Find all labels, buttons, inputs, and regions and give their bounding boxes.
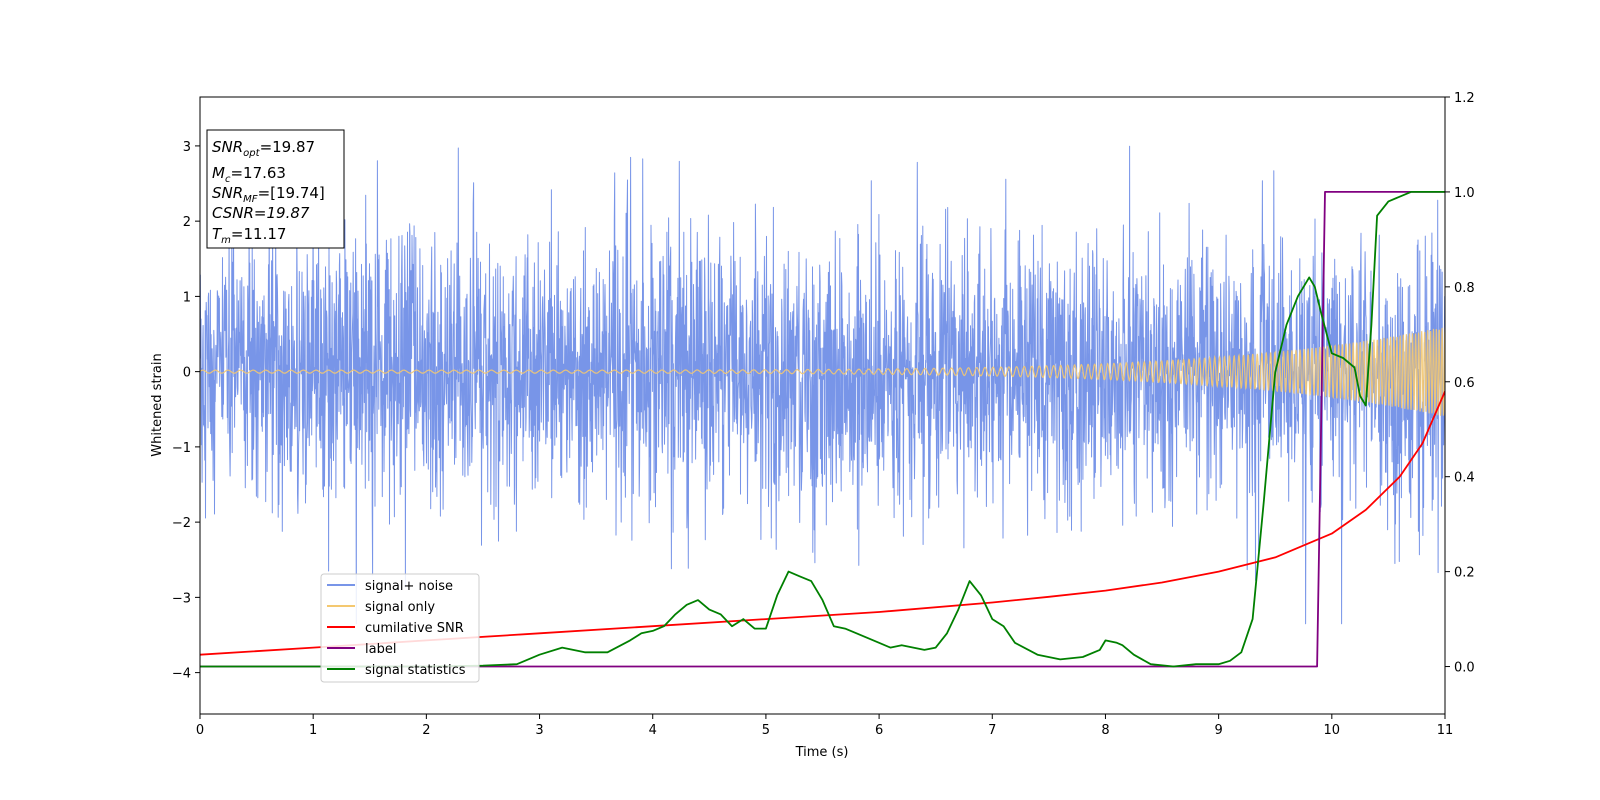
plot-frame [199,96,1446,715]
x-tick-label: 1 [309,723,317,738]
legend-label-csnr: cumilative SNR [365,621,464,636]
annotation-snr-opt: SNRopt=19.87 [212,138,315,159]
x-tick-label: 8 [1101,723,1109,738]
y-left-tick-label: −4 [172,667,191,682]
annotation-box: SNRopt=19.87 Mc=17.63 SNRMF=[19.74] CSNR… [206,129,345,249]
y-axis-left: −4 −3 −2 −1 0 1 2 3 [172,140,200,682]
y-axis-right: 0.0 0.2 0.4 0.6 0.8 1.0 1.2 [1445,91,1475,676]
y-left-tick-label: −2 [172,516,191,531]
x-tick-label: 0 [196,723,204,738]
y-right-tick-label: 0.2 [1454,566,1475,581]
legend-label-label: label [365,642,396,657]
series-signal-noise [200,145,1445,625]
y-left-tick-label: 2 [183,215,191,230]
y-right-tick-label: 0.8 [1454,281,1475,296]
y-left-tick-label: 1 [183,290,191,305]
y-left-tick-label: 3 [183,140,191,155]
legend-label-stats: signal statistics [365,663,466,678]
x-tick-label: 2 [422,723,430,738]
x-tick-label: 6 [875,723,883,738]
y-right-tick-label: 0.6 [1454,376,1475,391]
x-tick-label: 3 [535,723,543,738]
series-label [200,190,1445,668]
x-tick-label: 7 [988,723,996,738]
series-signal-statistics [200,190,1445,668]
y-right-tick-label: 1.2 [1454,91,1475,106]
x-tick-label: 9 [1214,723,1222,738]
x-tick-label: 4 [649,723,657,738]
annotation-mc: Mc=17.63 [212,164,286,185]
series-signal-only [200,326,1445,416]
x-tick-label: 11 [1437,723,1454,738]
y-left-tick-label: −1 [172,441,191,456]
y-left-tick-label: 0 [183,366,191,381]
x-axis-label: Time (s) [795,745,849,760]
x-tick-label: 5 [762,723,770,738]
y-right-tick-label: 0.0 [1454,661,1475,676]
x-tick-label: 10 [1324,723,1341,738]
series-cumulative-snr [200,390,1445,656]
y-right-tick-label: 0.4 [1454,471,1475,486]
legend: signal+ noise signal only cumilative SNR… [320,573,480,683]
y-axis-label: Whitened strain [150,353,165,456]
legend-label-signal: signal only [365,600,435,615]
annotation-tm: Tm=11.17 [212,225,286,246]
y-left-tick-label: −3 [172,591,191,606]
annotation-snr-mf: SNRMF=[19.74] [212,184,325,205]
x-axis: 0 1 2 3 4 5 6 7 8 9 10 11 [196,714,1453,738]
annotation-csnr: CSNR=19.87 [212,204,310,222]
y-right-tick-label: 1.0 [1454,186,1475,201]
legend-label-noise: signal+ noise [365,579,453,594]
series-layer [200,145,1445,668]
